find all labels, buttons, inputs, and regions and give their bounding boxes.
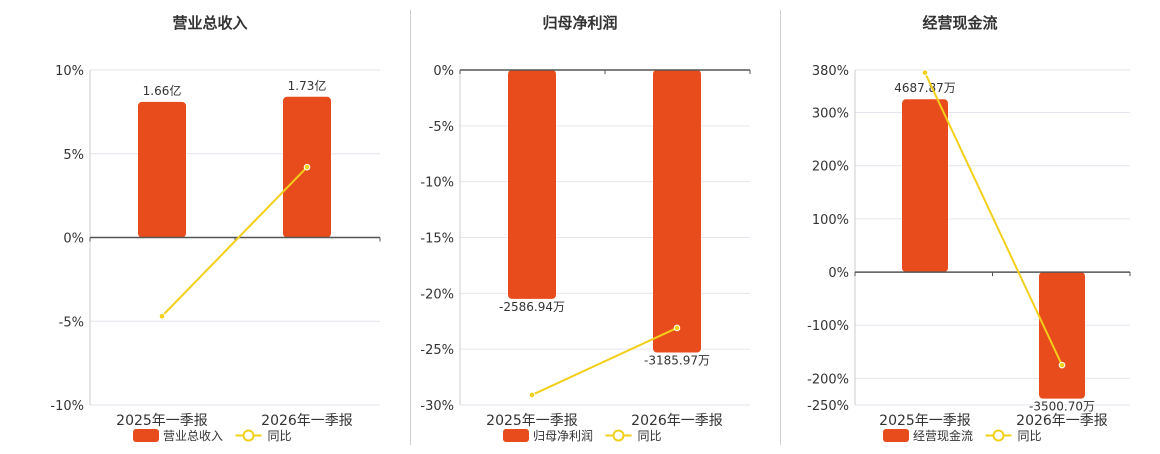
y-tick-label: -20% [420,287,454,302]
bar [653,70,701,353]
legend-bar-swatch [883,429,909,442]
bar [1039,272,1085,399]
legend-line-label: 同比 [268,429,292,443]
y-tick-label: 5% [63,148,84,163]
legend-bar-label: 归母净利润 [533,429,593,443]
line-point [1058,361,1066,369]
series-line [924,72,1063,366]
bar-value-label: 1.66亿 [143,83,182,98]
legend-bar-label: 营业总收入 [163,429,223,443]
chart-title: 经营现金流 [922,14,997,32]
legend-line-marker [612,429,625,442]
y-tick-label: -250% [807,399,849,414]
y-tick-label: -200% [807,372,849,387]
revenue-chart: 营业总收入 10% 5% 0% -5% -10% 1.66亿 2025年一季报 1.73亿 202… [50,14,381,443]
cash-flow-chart: 经营现金流 380% 300% 200% 100% 0% -100% -200% -250% 46… [807,14,1131,443]
y-tick-label: 100% [812,213,849,228]
y-tick-label: 10% [55,64,84,79]
series-line [161,166,308,317]
y-tick-label: -15% [420,232,454,247]
y-tick-label: -10% [50,399,84,414]
bar-value-label: 4687.87万 [894,81,956,95]
bar [138,101,186,238]
y-tick-label: -10% [420,176,454,191]
y-tick-label: -5% [429,120,454,135]
x-tick-label: 2026年一季报 [261,413,353,429]
panel-divider [410,10,411,445]
bar-value-label: 1.73亿 [288,78,327,93]
line-point [528,391,536,399]
legend-line-marker [242,429,255,442]
chart-panel-net-profit: 归母净利润 0% -5% -10% -15% -20% -25% -30% -2586.94万 2… [410,0,780,450]
panel-divider [780,10,781,445]
bar [508,70,556,299]
net-profit-chart: 归母净利润 0% -5% -10% -15% -20% -25% -30% -2586.94万 2… [420,14,751,443]
y-tick-label: 380% [812,64,849,79]
line-point [673,324,681,332]
bar-value-label: -3185.97万 [644,354,710,368]
y-tick-label: 200% [812,160,849,175]
x-tick-label: 2025年一季报 [116,413,208,429]
y-tick-label: -5% [59,315,84,330]
x-tick-label: 2025年一季报 [486,413,578,429]
bar-value-label: -3500.70万 [1029,400,1095,414]
chart-panel-cash-flow: 经营现金流 380% 300% 200% 100% 0% -100% -200% -250% 46… [780,0,1160,450]
series-line [531,327,678,396]
legend-line-label: 同比 [638,429,662,443]
y-tick-label: 0% [433,64,454,79]
bar [902,99,948,273]
bar-value-label: -2586.94万 [499,300,565,314]
legend-line-label: 同比 [1018,429,1042,443]
y-tick-label: -30% [420,399,454,414]
legend-bar-swatch [133,429,159,442]
y-tick-label: -25% [420,343,454,358]
legend-line-marker [992,429,1005,442]
line-point [921,69,929,76]
chart-panel-revenue: 营业总收入 10% 5% 0% -5% -10% 1.66亿 2025年一季报 1.73亿 202… [0,0,410,450]
y-tick-label: 300% [812,107,849,122]
y-tick-label: 0% [63,232,84,247]
chart-title: 归母净利润 [542,14,617,32]
y-tick-label: -100% [807,319,849,334]
legend-bar-label: 经营现金流 [913,428,973,443]
chart-title: 营业总收入 [172,14,247,32]
x-tick-label: 2025年一季报 [879,413,971,429]
line-point [158,312,166,320]
legend-bar-swatch [503,429,529,442]
line-point [303,163,311,171]
y-tick-label: 0% [828,266,849,281]
x-tick-label: 2026年一季报 [1016,413,1108,429]
x-tick-label: 2026年一季报 [631,413,723,429]
